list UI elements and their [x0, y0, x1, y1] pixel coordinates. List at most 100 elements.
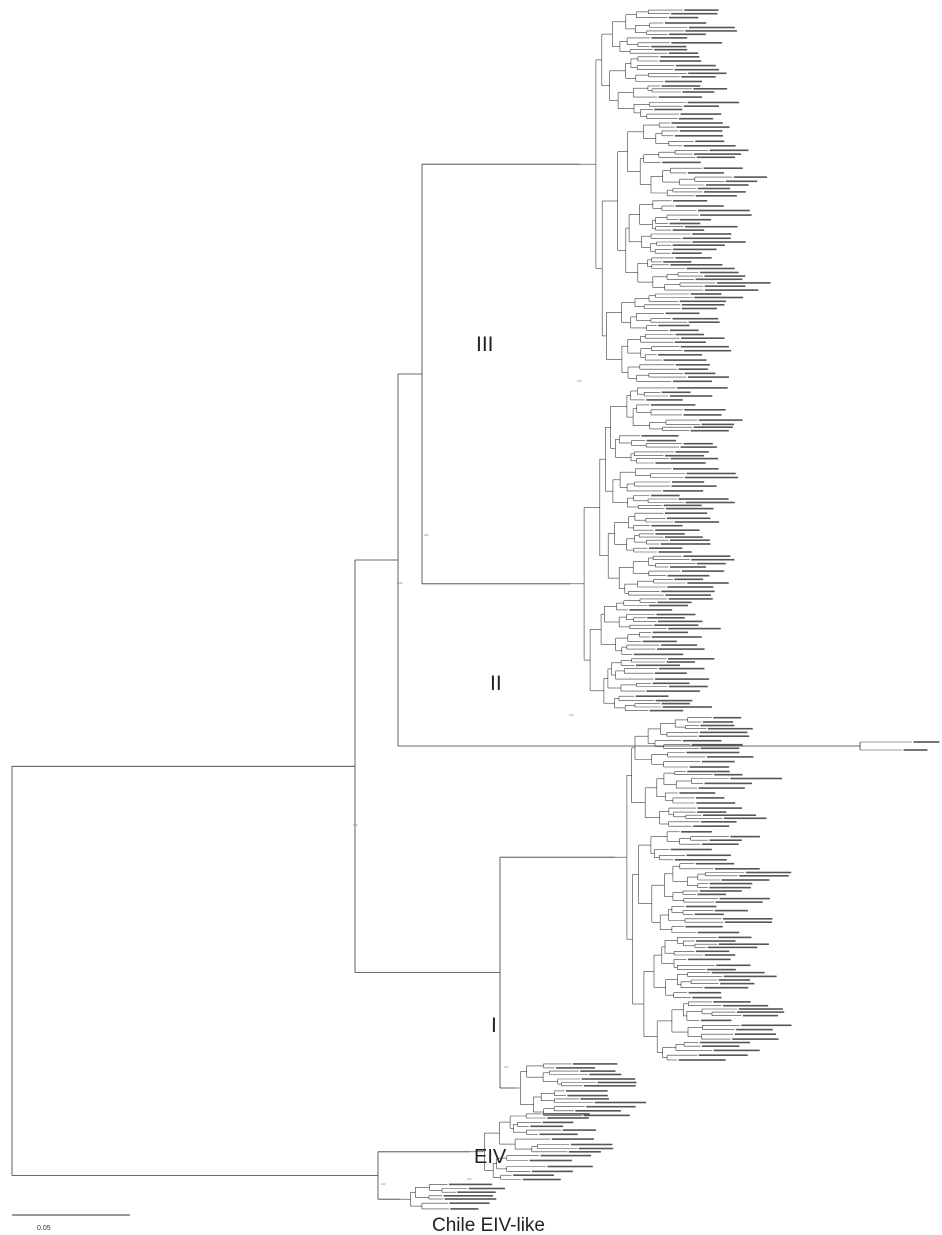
tip-label-mark — [658, 96, 702, 98]
clade-label-i: I — [491, 1014, 497, 1037]
tip-label-mark — [723, 975, 777, 978]
tip-label-mark — [668, 16, 699, 19]
tip-label-mark — [468, 1187, 505, 1190]
tip-label-mark — [649, 547, 683, 549]
tip-label-mark — [449, 1183, 493, 1186]
tip-label-mark — [457, 1191, 496, 1193]
tip-label-mark — [700, 724, 735, 727]
tip-label-mark — [724, 921, 773, 923]
tip-label-mark — [688, 26, 735, 29]
tip-label-mark — [660, 543, 711, 545]
tip-label-mark — [698, 1054, 748, 1056]
tip-label-mark — [690, 429, 729, 432]
tip-label-mark — [581, 1078, 636, 1080]
tip-label-mark — [663, 490, 704, 492]
tip-label-mark — [688, 376, 729, 378]
tip-label-mark — [715, 868, 760, 870]
tip-label-mark — [654, 48, 688, 51]
tip-label-mark — [695, 862, 735, 865]
tip-label-mark — [594, 1101, 647, 1104]
tip-label-mark — [688, 321, 720, 323]
tip-label-mark — [667, 574, 710, 577]
tip-label-mark — [714, 773, 743, 776]
tip-label-mark — [721, 879, 770, 881]
tip-label-mark — [661, 391, 691, 394]
tip-label-mark — [669, 539, 710, 541]
tip-label-mark — [681, 76, 716, 78]
tip-label-mark — [684, 476, 739, 479]
tip-label-mark — [700, 747, 740, 750]
tip-label-mark — [658, 667, 705, 670]
tip-label-mark — [562, 1129, 597, 1131]
tip-label-mark — [635, 695, 669, 697]
tip-label-mark — [663, 504, 702, 507]
tip-label-mark — [700, 890, 742, 892]
tip-label-mark — [678, 117, 714, 120]
tip-label-mark — [682, 739, 722, 742]
tip-label-mark — [568, 1151, 601, 1153]
tip-label-mark — [723, 1004, 769, 1007]
tip-label-mark — [695, 950, 730, 953]
tip-label-mark — [730, 777, 783, 780]
tip-label-mark — [669, 222, 701, 225]
tip-label-mark — [450, 1208, 479, 1210]
tip-label-mark — [678, 498, 729, 500]
tip-label-mark — [648, 604, 688, 607]
tip-label-mark — [704, 986, 749, 989]
tip-label-mark — [655, 533, 685, 535]
tip-label-mark — [693, 825, 730, 827]
tip-label-mark — [697, 893, 726, 896]
tip-label-mark — [670, 848, 712, 851]
tip-label-mark — [743, 1014, 778, 1017]
tip-label-mark — [683, 414, 722, 416]
tip-label-mark — [672, 229, 705, 231]
tip-label-mark — [706, 184, 749, 186]
tip-label-mark — [679, 218, 712, 221]
tip-label-mark — [655, 462, 706, 464]
tip-label-mark — [679, 130, 723, 132]
tip-label-mark — [646, 439, 676, 442]
tip-label-mark — [695, 140, 725, 143]
tip-label-mark — [698, 209, 750, 212]
tip-label-mark — [666, 507, 714, 510]
tip-label-mark — [651, 524, 683, 527]
tip-label-mark — [725, 180, 758, 183]
tip-label-mark — [694, 153, 741, 155]
tip-label-mark — [651, 636, 702, 638]
tip-label-mark — [715, 901, 763, 903]
tip-label-mark — [688, 72, 727, 75]
tip-label-mark — [685, 225, 738, 228]
tip-label-mark — [681, 337, 725, 339]
tip-label-mark — [913, 741, 940, 743]
tip-label-mark — [685, 905, 717, 908]
tip-label-mark — [706, 756, 754, 758]
tip-label-mark — [693, 88, 728, 90]
tip-label-mark — [665, 594, 711, 596]
tip-label-mark — [578, 1147, 614, 1150]
tip-label-mark — [584, 1085, 636, 1087]
tip-label-mark — [713, 1049, 760, 1052]
tip-label-mark — [641, 435, 679, 437]
tip-label-mark — [530, 1125, 564, 1128]
tip-label-mark — [692, 233, 732, 235]
tip-label-mark — [567, 1094, 608, 1097]
tip-label-mark — [741, 1024, 792, 1027]
tree-tip-labels — [443, 9, 940, 1210]
tip-label-mark — [572, 1063, 618, 1065]
tip-label-mark — [671, 122, 723, 124]
tip-label-mark — [703, 167, 743, 169]
tip-label-mark — [586, 1105, 636, 1108]
tip-label-mark — [723, 918, 773, 920]
scale-bar-label: 0.05 — [37, 1225, 51, 1232]
tip-label-mark — [629, 609, 673, 611]
tip-label-mark — [649, 709, 684, 712]
tip-label-mark — [551, 1138, 594, 1140]
tip-label-mark — [522, 1178, 561, 1181]
tip-label-mark — [681, 304, 725, 306]
tip-label-mark — [713, 716, 742, 719]
tip-label-mark — [671, 252, 702, 254]
support-value-clade-iii: 100 — [577, 379, 582, 383]
tip-label-mark — [583, 1114, 630, 1117]
tip-label-mark — [683, 105, 719, 107]
tip-label-mark — [657, 601, 692, 604]
